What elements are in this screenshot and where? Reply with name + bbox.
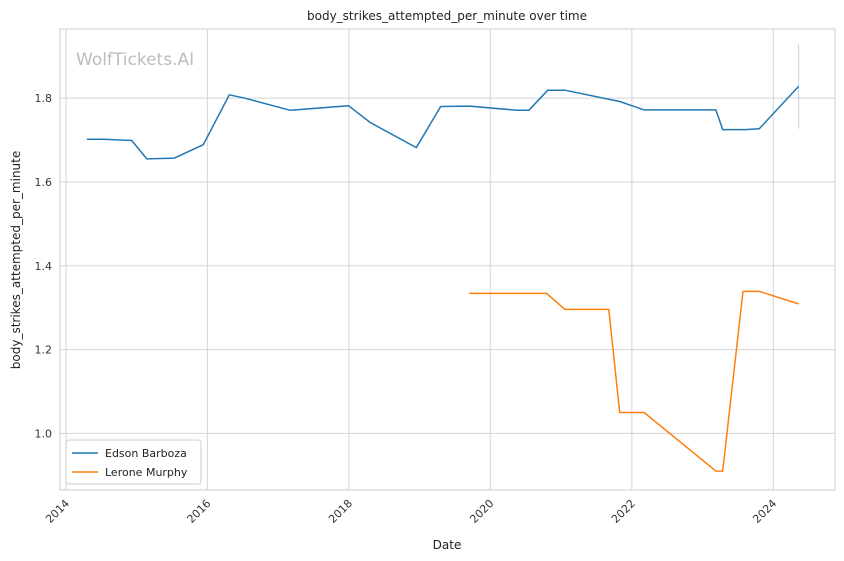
y-tick-label: 1.6 bbox=[35, 176, 53, 189]
x-axis-label: Date bbox=[433, 538, 462, 552]
y-axis-label: body_strikes_attempted_per_minute bbox=[9, 151, 23, 369]
chart-title: body_strikes_attempted_per_minute over t… bbox=[307, 9, 587, 23]
series-line-lerone-murphy bbox=[469, 290, 799, 472]
series-layer bbox=[86, 44, 800, 472]
y-tick-label: 1.2 bbox=[35, 344, 53, 357]
legend-label-edson-barboza: Edson Barboza bbox=[105, 447, 187, 460]
y-tick-label: 1.4 bbox=[35, 260, 53, 273]
y-tick-label: 1.8 bbox=[35, 92, 53, 105]
series-line-edson-barboza bbox=[86, 85, 800, 160]
legend-label-lerone-murphy: Lerone Murphy bbox=[105, 466, 188, 479]
legend: Edson Barboza Lerone Murphy bbox=[65, 439, 202, 485]
legend-box bbox=[65, 439, 202, 485]
y-tick-label: 1.0 bbox=[35, 427, 53, 440]
watermark-text: WolfTickets.AI bbox=[76, 50, 194, 70]
y-tick-labels: 1.0 1.2 1.4 1.6 1.8 bbox=[35, 92, 53, 440]
